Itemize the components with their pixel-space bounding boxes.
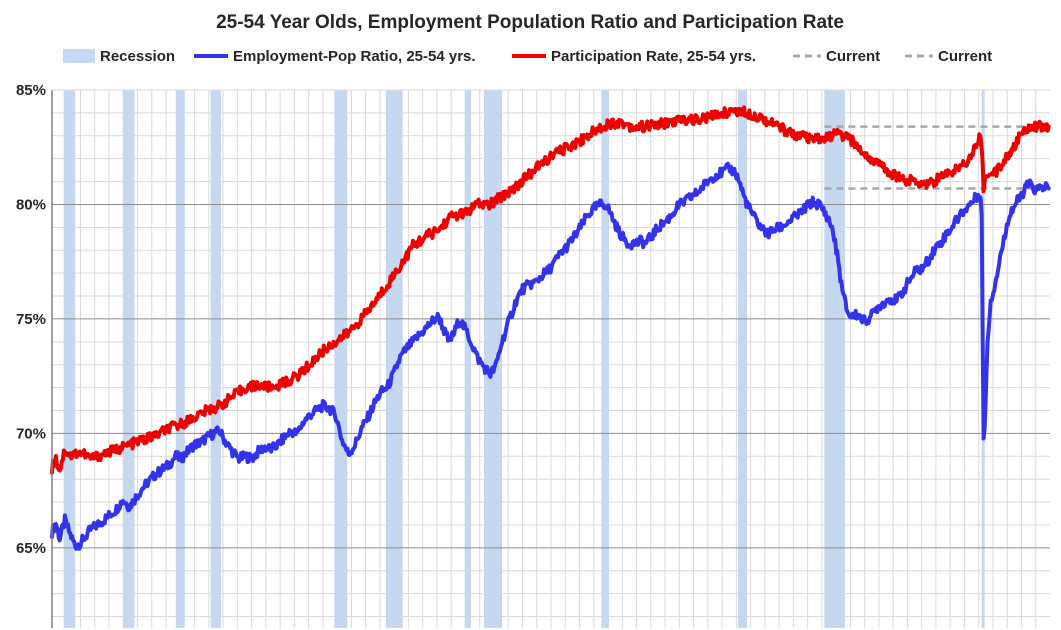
- legend-label: Recession: [100, 48, 175, 65]
- legend: Recession Employment-Pop Ratio, 25-54 yrs…: [63, 48, 992, 65]
- recession-band: [824, 90, 845, 628]
- recession-band: [122, 90, 135, 628]
- y-tick-label: 80%: [16, 196, 46, 213]
- chart-title: 25-54 Year Olds, Employment Population R…: [216, 12, 844, 33]
- y-tick-label: 75%: [16, 311, 46, 328]
- recession-band: [334, 90, 348, 628]
- recession-band: [210, 90, 221, 628]
- series-line-participation-rate: [50, 105, 1051, 475]
- legend-label: Employment-Pop Ratio, 25-54 yrs.: [233, 48, 476, 65]
- recession-band: [737, 90, 747, 628]
- recession-band: [464, 90, 472, 628]
- legend-swatch-recession: [63, 49, 95, 63]
- legend-label: Participation Rate, 25-54 yrs.: [551, 48, 756, 65]
- recession-band: [483, 90, 503, 628]
- recession-band: [63, 90, 76, 628]
- series-line-employment-pop-ratio: [50, 161, 1051, 551]
- recession-band: [175, 90, 185, 628]
- y-tick-label: 85%: [16, 82, 46, 99]
- legend-label: Current: [938, 48, 992, 65]
- y-tick-label: 65%: [16, 540, 46, 557]
- plot-area: 65% 70% 75% 80% 85%: [16, 82, 1051, 628]
- recession-band: [601, 90, 610, 628]
- legend-label: Current: [826, 48, 880, 65]
- y-tick-label: 70%: [16, 425, 46, 442]
- recession-band: [385, 90, 403, 628]
